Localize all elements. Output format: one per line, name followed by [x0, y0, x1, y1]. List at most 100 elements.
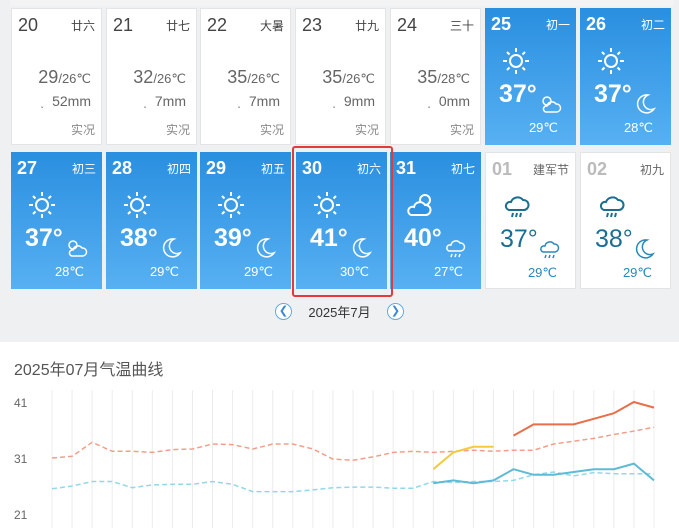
- lunar-date: 初四: [166, 162, 191, 176]
- day-cell[interactable]: 01 建军节 37° 29℃: [485, 152, 576, 289]
- lunar-date: 初五: [260, 162, 285, 176]
- selected-day-highlight: [292, 146, 393, 297]
- moon-icon: [636, 94, 657, 114]
- y-tick-label: 21: [14, 508, 28, 522]
- day-number: 28: [112, 158, 133, 178]
- raindrop-icon: ˯: [143, 97, 147, 109]
- raindrop-icon: ˯: [40, 97, 45, 109]
- low-temperature: 30℃: [339, 264, 369, 279]
- lunar-date: 初三: [71, 162, 96, 176]
- series-line: [432, 445, 494, 470]
- series-line: [433, 462, 655, 485]
- high-temperature: 37°: [594, 80, 632, 108]
- day-number: 22: [207, 15, 228, 35]
- y-tick-label: 31: [14, 452, 28, 466]
- moon-icon: [162, 238, 183, 258]
- lunar-date: 大暑: [259, 19, 284, 33]
- low-temperature: 29℃: [622, 265, 652, 280]
- low-temperature: 29℃: [243, 264, 273, 279]
- moon-icon: [352, 238, 373, 258]
- high-temperature: 37°: [499, 80, 537, 108]
- partly-cloudy-icon: [407, 194, 432, 216]
- raindrop-icon: ˯: [237, 97, 241, 109]
- sun-icon: [218, 192, 244, 218]
- day-cell[interactable]: 27 初三 37° 28℃: [11, 152, 102, 289]
- low-temperature: 29℃: [528, 120, 558, 135]
- day-cell[interactable]: 22 大暑 35/26℃ ˯ 7mm 实况: [200, 8, 291, 145]
- rain-cloud-icon: [446, 240, 466, 258]
- lunar-date: 初六: [356, 162, 381, 176]
- day-cell[interactable]: 26 初二 37° 28℃: [580, 8, 671, 145]
- rainfall: ˯ 7mm: [237, 93, 280, 109]
- day-number: 20: [18, 15, 39, 35]
- lunar-date: 初七: [450, 162, 475, 176]
- moon-icon: [256, 238, 277, 258]
- day-cell[interactable]: 31 初七 40° 27℃: [390, 152, 481, 289]
- day-number: 31: [396, 158, 417, 178]
- day-cell[interactable]: 29 初五 39° 29℃: [200, 152, 291, 289]
- sun-icon: [29, 192, 55, 218]
- partly-cloudy-icon: [542, 96, 562, 113]
- next-month-button[interactable]: ❯: [387, 303, 405, 320]
- partly-cloudy-icon: [68, 240, 88, 257]
- day-cell[interactable]: 23 廿九 35/26℃ ˯ 9mm 实况: [295, 8, 386, 145]
- day-number: 29: [206, 158, 227, 178]
- prev-month-button[interactable]: ❮: [274, 303, 292, 320]
- previous-row-edge: [10, 0, 674, 6]
- rain-cloud-icon: [504, 196, 530, 218]
- day-cell[interactable]: 20 廿六 29/26℃ ˯ 52mm 实况: [11, 8, 102, 145]
- day-number: 30: [302, 158, 323, 178]
- day-number: 26: [586, 14, 607, 34]
- low-temperature: 27℃: [433, 264, 463, 279]
- day-cell-selected[interactable]: 30 初六 41° 30℃: [296, 152, 387, 289]
- lunar-date: 廿九: [354, 19, 379, 33]
- day-number: 21: [113, 15, 134, 35]
- day-cell[interactable]: 24 三十 35/28℃ ˯ 0mm 实况: [390, 8, 481, 145]
- actual-label: 实况: [449, 123, 474, 137]
- actual-label: 实况: [259, 123, 284, 137]
- high-temperature: 39°: [214, 224, 252, 252]
- day-number: 27: [17, 158, 38, 178]
- high-temperature: 38°: [120, 224, 158, 252]
- low-temperature: 29℃: [149, 264, 179, 279]
- actual-label: 实况: [70, 123, 95, 137]
- raindrop-icon: ˯: [332, 97, 336, 109]
- series-line: [513, 400, 655, 437]
- low-temperature: 29℃: [527, 265, 557, 280]
- actual-label: 实况: [165, 123, 190, 137]
- high-temperature: 40°: [404, 224, 442, 252]
- chart-title: 2025年07月气温曲线: [14, 362, 164, 379]
- day-number: 01: [492, 159, 513, 179]
- lunar-date: 初二: [640, 18, 665, 32]
- month-pager: ❮ 2025年7月 ❯: [0, 302, 679, 326]
- day-number: 02: [587, 159, 608, 179]
- temperature-range: 35/26℃: [227, 67, 280, 87]
- temperature-range: 32/26℃: [133, 67, 186, 87]
- day-number: 25: [491, 14, 512, 34]
- day-cell[interactable]: 02 初九 38° 29℃: [580, 152, 671, 289]
- sun-icon: [598, 48, 624, 74]
- sun-icon: [314, 192, 340, 218]
- day-cell[interactable]: 25 初一 37° 29℃: [485, 8, 576, 145]
- day-cell[interactable]: 28 初四 38° 29℃: [106, 152, 197, 289]
- lunar-date: 廿七: [165, 19, 190, 33]
- high-temperature: 41°: [310, 224, 348, 252]
- day-number: 24: [397, 15, 418, 35]
- low-temperature: 28℃: [54, 264, 84, 279]
- temperature-chart-panel: 2025年07月气温曲线 41 31 21: [0, 342, 679, 528]
- lunar-date: 初一: [545, 18, 570, 32]
- actual-label: 实况: [354, 123, 379, 137]
- rainfall: ˯ 52mm: [40, 93, 91, 109]
- temperature-range: 35/26℃: [322, 67, 375, 87]
- high-temperature: 37°: [25, 224, 63, 252]
- rain-cloud-icon: [599, 196, 625, 218]
- lunar-date: 三十: [449, 19, 474, 33]
- sun-icon: [124, 192, 150, 218]
- lunar-date: 廿六: [70, 19, 95, 33]
- temperature-range: 29/26℃: [38, 67, 91, 87]
- y-tick-label: 41: [14, 396, 28, 410]
- high-temperature: 37°: [500, 225, 538, 253]
- day-cell[interactable]: 21 廿七 32/26℃ ˯ 7mm 实况: [106, 8, 197, 145]
- lunar-date: 初九: [639, 163, 664, 177]
- raindrop-icon: ˯: [427, 97, 431, 109]
